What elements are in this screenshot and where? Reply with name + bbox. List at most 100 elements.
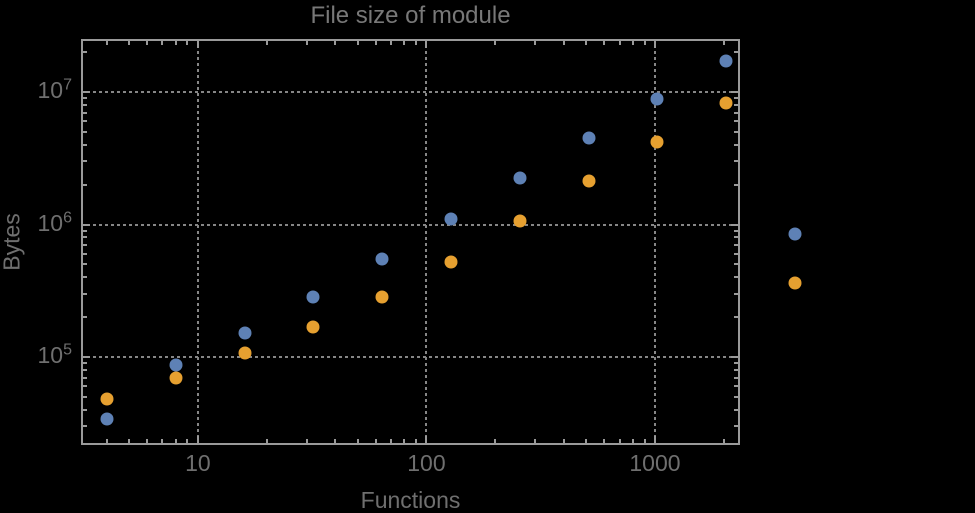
y-tick — [83, 183, 87, 186]
chart-title: File size of module — [310, 2, 511, 29]
y-tick — [734, 244, 738, 247]
y-tick-label: 105 — [0, 341, 73, 369]
y-tick — [83, 368, 87, 371]
y-tick — [83, 90, 90, 93]
y-tick — [83, 395, 87, 398]
x-tick — [146, 41, 149, 45]
x-tick — [563, 439, 566, 443]
y-tick — [83, 244, 87, 247]
data-point-blue — [444, 212, 458, 225]
x-tick — [722, 41, 725, 45]
y-tick — [734, 252, 738, 255]
x-tick — [603, 439, 606, 443]
x-tick — [334, 439, 337, 443]
y-tick — [734, 385, 738, 388]
y-tick — [734, 130, 738, 133]
x-tick — [196, 41, 199, 48]
x-tick — [186, 41, 189, 45]
x-tick — [414, 439, 417, 443]
y-tick — [83, 120, 87, 123]
y-tick — [734, 368, 738, 371]
data-point-blue — [306, 290, 320, 304]
data-point-blue — [238, 326, 252, 340]
y-tick — [734, 103, 738, 106]
y-tick — [734, 236, 738, 239]
x-tick — [643, 41, 646, 45]
x-tick — [603, 41, 606, 45]
x-tick — [722, 439, 725, 443]
data-point-blue — [100, 412, 114, 426]
x-tick — [128, 41, 131, 45]
x-tick — [534, 439, 537, 443]
x-tick — [374, 439, 377, 443]
x-tick — [174, 41, 177, 45]
data-point-orange — [650, 135, 664, 149]
y-tick — [734, 292, 738, 295]
x-tick — [174, 439, 177, 443]
x-tick — [414, 41, 417, 45]
y-tick-exponent: 7 — [63, 76, 72, 94]
y-tick — [83, 362, 87, 365]
x-tick — [390, 439, 393, 443]
x-tick — [374, 41, 377, 45]
data-point-orange — [169, 371, 183, 385]
x-tick — [390, 41, 393, 45]
plot-frame — [81, 39, 740, 445]
gridline-y — [81, 90, 740, 93]
y-tick-mantissa: 10 — [37, 209, 64, 236]
y-tick — [734, 408, 738, 411]
y-tick — [734, 160, 738, 163]
data-point-blue — [169, 358, 183, 372]
x-tick — [334, 41, 337, 45]
data-point-orange — [582, 174, 596, 188]
data-point-orange — [238, 346, 252, 360]
x-tick — [618, 41, 621, 45]
x-tick — [618, 439, 621, 443]
x-tick — [585, 41, 588, 45]
y-tick — [83, 160, 87, 163]
y-tick — [734, 143, 738, 146]
y-tick-mantissa: 10 — [37, 342, 64, 369]
y-tick — [83, 376, 87, 379]
y-tick-label: 106 — [0, 209, 73, 236]
gridline-y — [81, 223, 740, 226]
y-tick — [83, 229, 87, 232]
y-tick — [83, 103, 87, 106]
y-tick — [734, 376, 738, 379]
y-tick — [734, 263, 738, 266]
y-tick — [83, 425, 87, 428]
x-tick — [534, 41, 537, 45]
x-tick — [105, 439, 108, 443]
y-tick — [83, 292, 87, 295]
x-axis-label: Functions — [360, 487, 461, 513]
x-tick — [105, 41, 108, 45]
data-point-orange — [375, 290, 389, 304]
y-tick — [731, 90, 738, 93]
y-tick — [83, 408, 87, 411]
y-tick-exponent: 5 — [63, 341, 72, 359]
data-point-blue — [788, 227, 802, 241]
x-tick — [186, 439, 189, 443]
x-tick — [653, 41, 656, 48]
x-tick — [161, 41, 164, 45]
gridline-x — [196, 39, 199, 445]
data-point-blue — [719, 54, 733, 68]
x-tick — [403, 439, 406, 443]
gridline-y — [81, 356, 740, 359]
y-tick — [83, 143, 87, 146]
gridline-x — [653, 39, 656, 445]
y-tick-label: 107 — [0, 76, 73, 102]
x-tick — [265, 439, 268, 443]
data-point-orange — [100, 392, 114, 406]
x-tick — [563, 41, 566, 45]
y-tick — [83, 276, 87, 279]
y-tick — [734, 362, 738, 365]
x-tick — [494, 41, 497, 45]
y-tick — [83, 263, 87, 266]
y-tick — [734, 425, 738, 428]
x-tick — [494, 439, 497, 443]
x-tick — [305, 439, 308, 443]
y-tick — [83, 130, 87, 133]
y-tick — [83, 97, 87, 100]
